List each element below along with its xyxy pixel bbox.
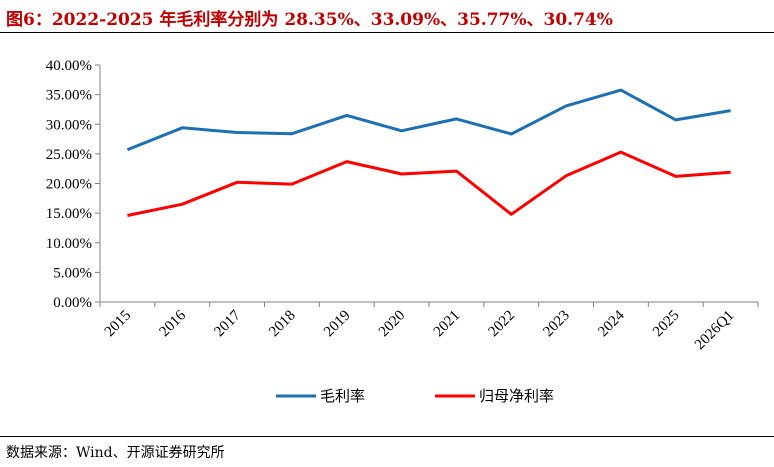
x-tick-label: 2021 — [431, 308, 464, 341]
x-tick-label: 2024 — [595, 307, 628, 340]
x-tick-label: 2020 — [376, 308, 409, 341]
line-chart: 0.00% 5.00% 10.00% 15.00% 20.00% 25.00% 30.00%… — [46, 58, 759, 405]
y-tick-label: 40.00% — [46, 58, 92, 74]
legend-label-1: 毛利率 — [320, 388, 365, 405]
y-tick-label: 35.00% — [46, 88, 92, 104]
chart-axes — [99, 65, 758, 303]
series-line-1 — [126, 88, 731, 152]
y-tick-label: 15.00% — [46, 206, 92, 222]
x-tick-label: 2015 — [102, 308, 135, 341]
x-tick-label: 2016 — [157, 307, 190, 340]
source-note: 数据来源：Wind、开源证券研究所 — [6, 445, 225, 461]
chart-legend: 毛利率 归母净利率 — [276, 388, 554, 405]
title-divider — [0, 32, 774, 33]
x-tick-label: 2026Q1 — [692, 308, 737, 353]
figure-title-bar: 图6：2022-2025 年毛利率分别为 28.35%、33.09%、35.77… — [0, 0, 774, 32]
footer-divider — [0, 436, 774, 437]
x-tick-label: 2018 — [266, 308, 299, 341]
y-axis-ticks: 0.00% 5.00% 10.00% 15.00% 20.00% 25.00% 30.00%… — [46, 58, 100, 311]
x-tick-label: 2025 — [650, 308, 683, 341]
series-line-2 — [127, 150, 731, 217]
x-tick-label: 2023 — [540, 308, 573, 341]
legend-label-2: 归母净利率 — [479, 388, 554, 405]
y-tick-label: 30.00% — [46, 117, 92, 133]
y-tick-label: 25.00% — [46, 147, 92, 163]
x-tick-label: 2022 — [486, 308, 519, 341]
figure-title: 图6：2022-2025 年毛利率分别为 28.35%、33.09%、35.77… — [6, 10, 613, 30]
x-tick-label: 2017 — [211, 307, 244, 340]
chart-series — [126, 88, 731, 217]
x-tick-label: 2019 — [321, 308, 354, 341]
y-tick-label: 10.00% — [46, 236, 92, 252]
y-tick-label: 5.00% — [53, 265, 92, 281]
y-tick-label: 20.00% — [46, 177, 92, 193]
x-axis-ticks: 2015 2016 2017 2018 2019 2020 2021 2022 2023 2024… — [99, 302, 759, 353]
y-tick-label: 0.00% — [53, 295, 92, 311]
